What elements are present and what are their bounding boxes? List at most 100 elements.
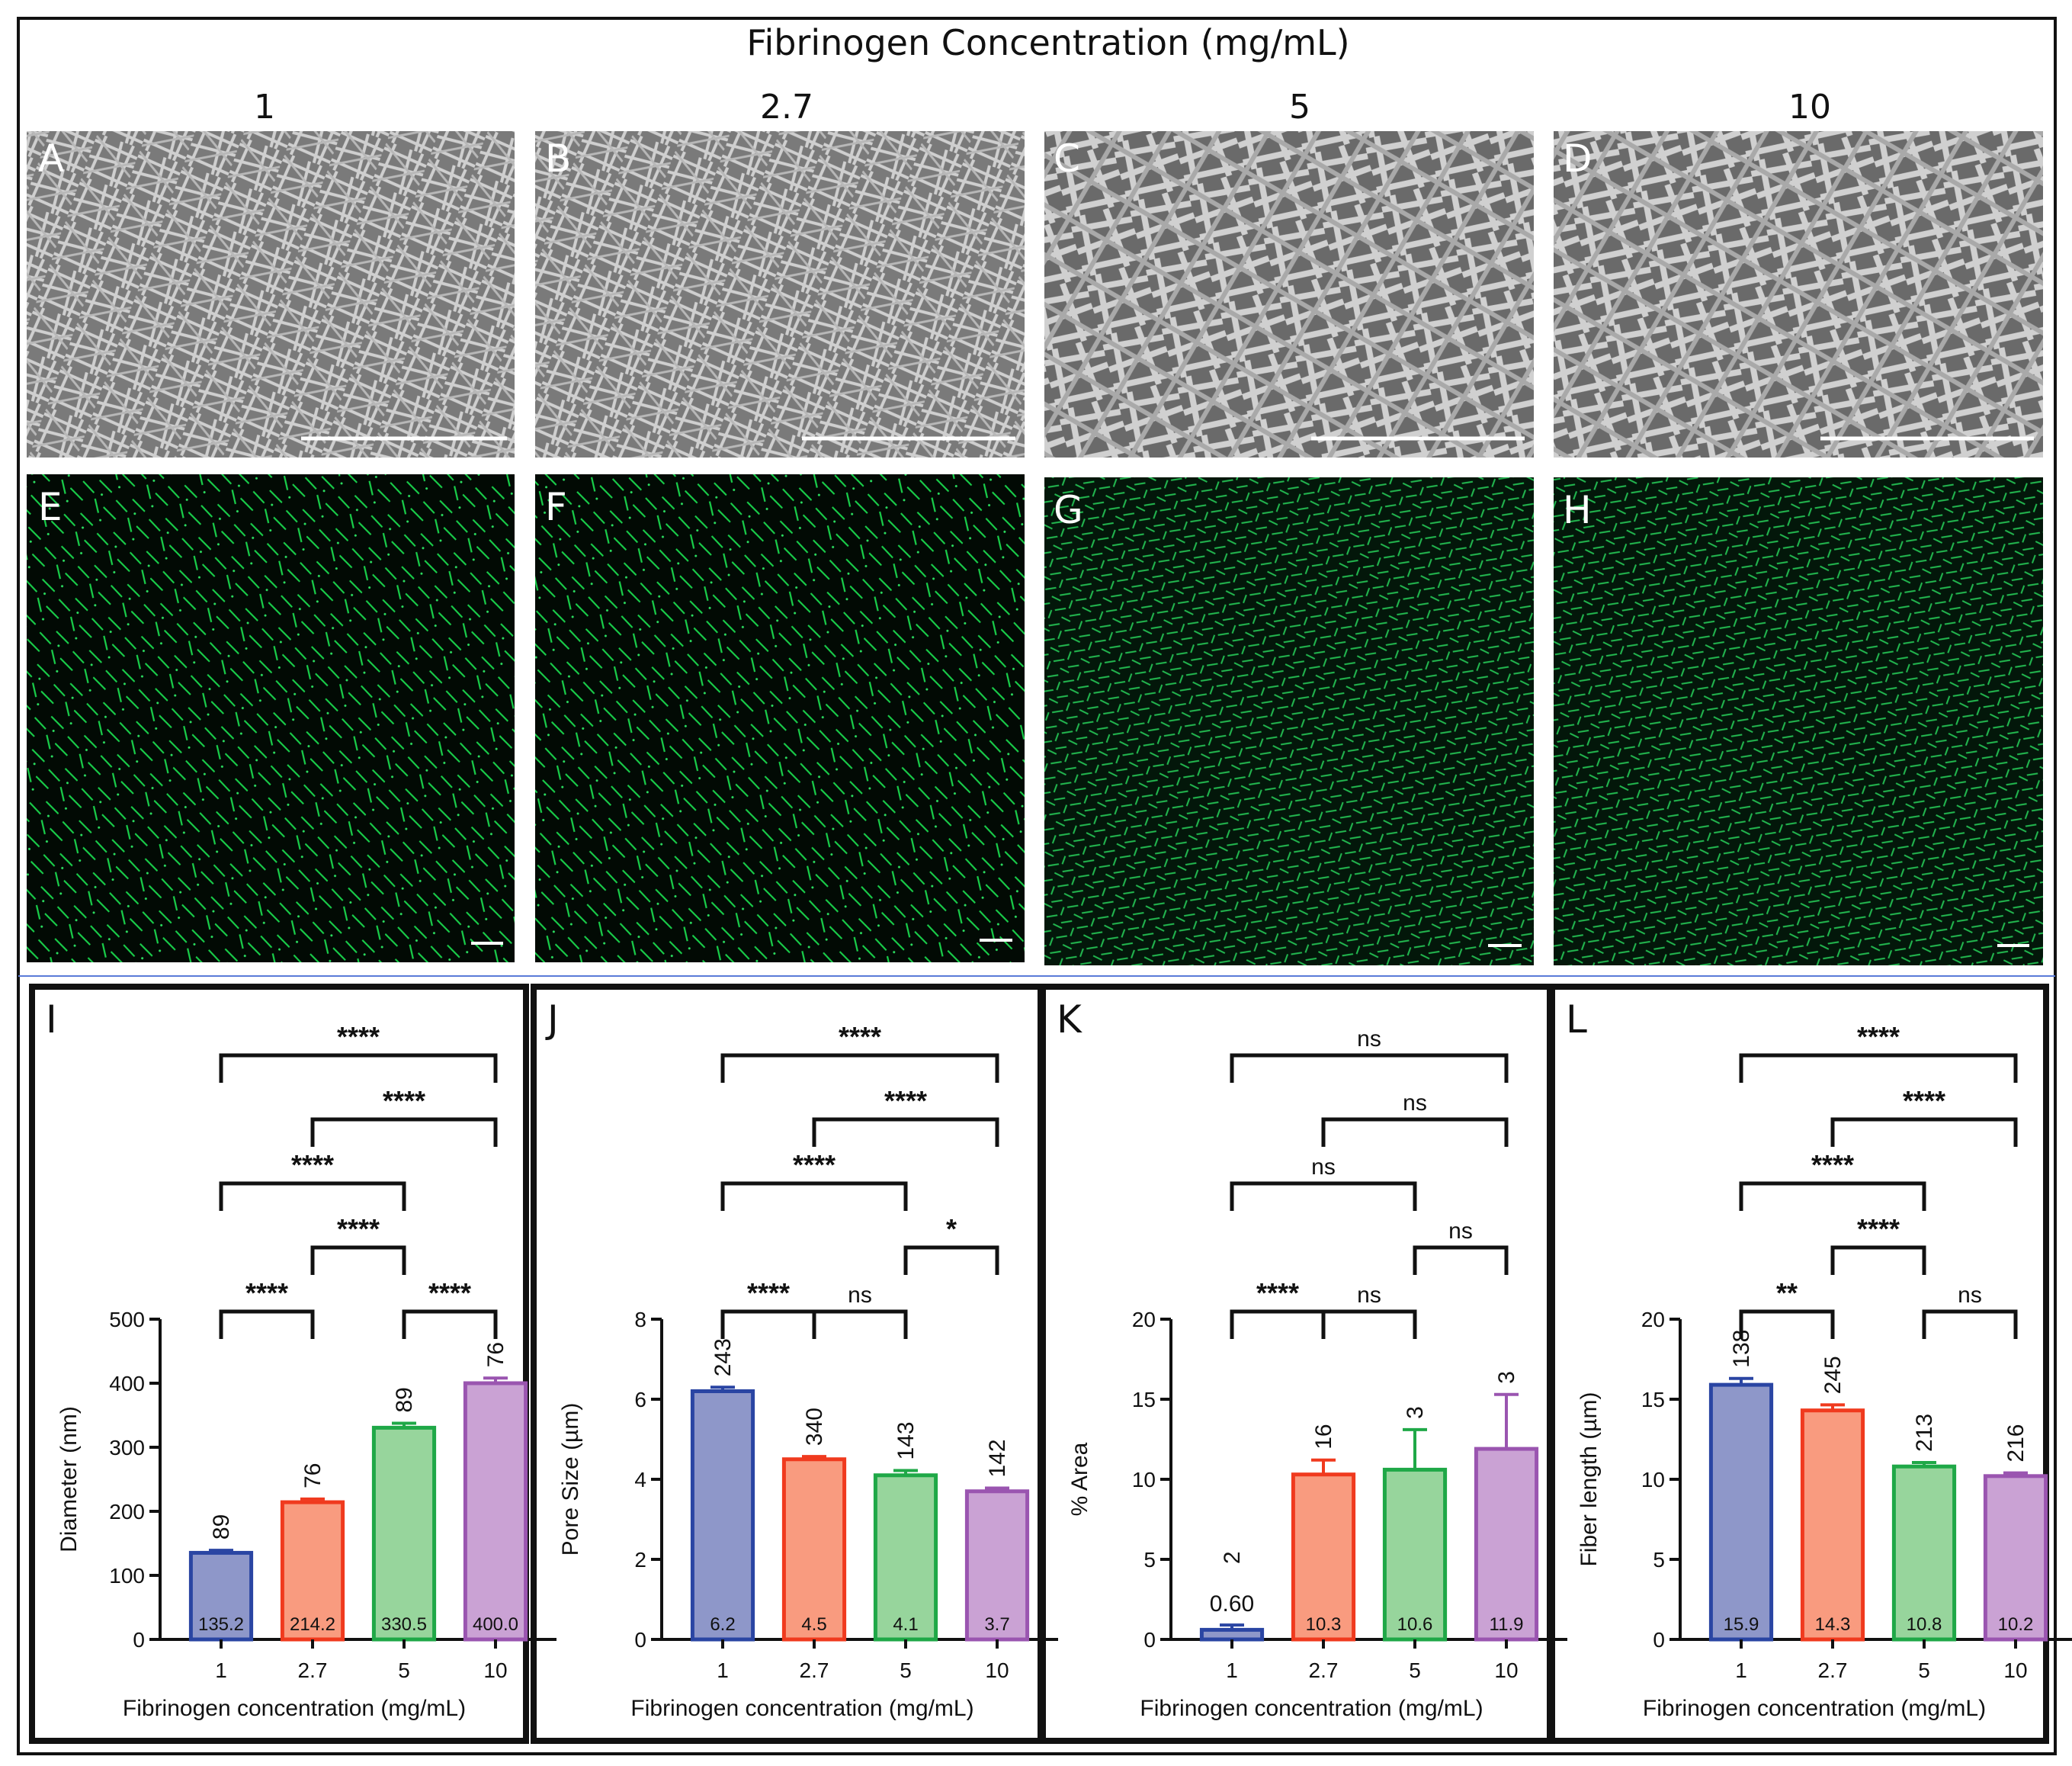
fluorescence-row: E F G H	[27, 474, 2043, 965]
sem-image-2	[535, 131, 1025, 458]
y-tick-label: 20	[1641, 1308, 1665, 1331]
bar-10	[463, 1381, 528, 1642]
sample-size-label: 143	[893, 1421, 919, 1459]
significance-bracket	[310, 1245, 406, 1275]
x-tick-label: 1	[215, 1658, 227, 1682]
significance-label: **	[1776, 1277, 1798, 1308]
sample-size-label: 213	[1912, 1414, 1937, 1452]
y-axis-label: % Area	[1067, 1442, 1092, 1516]
significance-label: ****	[337, 1021, 380, 1052]
x-tick-label: 2.7	[1309, 1658, 1339, 1682]
bar-value-label: 11.9	[1490, 1614, 1524, 1635]
significance-label: ****	[747, 1277, 790, 1308]
significance-bracket	[1739, 1309, 1835, 1339]
x-tick-label: 10	[2003, 1658, 2027, 1682]
sem-row: A B C D	[27, 131, 2043, 458]
x-tick-label: 1	[717, 1658, 729, 1682]
fluorescence-image-1	[27, 474, 515, 962]
sample-size-label: 2	[1220, 1551, 1245, 1564]
significance-label: ns	[1357, 1026, 1381, 1052]
significance-label: ****	[337, 1213, 380, 1244]
significance-label: ns	[1357, 1283, 1381, 1308]
y-tick-label: 10	[1641, 1468, 1665, 1491]
bar-2.7	[1800, 1408, 1865, 1642]
significance-label: ****	[793, 1149, 836, 1180]
y-tick-label: 500	[109, 1308, 145, 1331]
chart-panel-I: I 0 100 200 300 400 500 Diameter (nm) Fibrinogen…	[29, 984, 556, 1744]
bar-value-label: 0.60	[1210, 1591, 1254, 1617]
panel-letter-C: C	[1054, 136, 1080, 181]
x-axis-label: Fibrinogen concentration (mg/mL)	[1140, 1696, 1483, 1721]
x-tick-label: 10	[483, 1658, 507, 1682]
sample-size-label: 89	[392, 1387, 417, 1412]
panel-letter-G: G	[1054, 488, 1083, 532]
significance-bracket	[219, 1309, 315, 1339]
significance-bracket	[1413, 1245, 1509, 1275]
y-tick-label: 8	[634, 1308, 646, 1331]
x-tick-label: 2.7	[298, 1658, 328, 1682]
sample-size-label: 3	[1403, 1406, 1428, 1419]
significance-label: ns	[1958, 1283, 1982, 1308]
significance-label: ****	[884, 1085, 927, 1116]
sample-size-label: 16	[1311, 1424, 1336, 1449]
chart-frame	[1549, 984, 2049, 1744]
column-label-4: 10	[1788, 88, 1831, 127]
fluorescence-image-2	[535, 474, 1025, 962]
y-tick-label: 400	[109, 1372, 145, 1395]
bar-value-label: 3.7	[984, 1614, 1009, 1635]
bar-2.7	[781, 1457, 847, 1642]
significance-bracket	[1321, 1309, 1417, 1339]
bar-5	[1891, 1464, 1957, 1642]
significance-bracket	[1230, 1053, 1509, 1083]
significance-label: ****	[245, 1277, 288, 1308]
y-axis-label: Diameter (nm)	[56, 1406, 82, 1552]
y-tick-label: 0	[1653, 1628, 1665, 1652]
sample-size-label: 76	[483, 1342, 508, 1367]
panel-letter-E: E	[38, 485, 63, 529]
sem-image-4	[1554, 131, 2043, 458]
significance-bracket	[812, 1309, 908, 1339]
chart-panel-letter: K	[1057, 997, 1083, 1042]
bar-1	[1708, 1382, 1774, 1642]
fluorescence-image-3	[1044, 477, 1534, 965]
x-tick-label: 5	[398, 1658, 410, 1682]
y-tick-label: 15	[1132, 1388, 1156, 1411]
significance-bracket	[1739, 1053, 2018, 1083]
x-tick-label: 1	[1735, 1658, 1747, 1682]
figure-frame	[17, 17, 2057, 1755]
significance-label: ****	[1811, 1149, 1854, 1180]
panel-letter-D: D	[1563, 136, 1592, 181]
bar-value-label: 10.8	[1907, 1614, 1942, 1635]
significance-bracket	[1739, 1181, 1926, 1211]
x-tick-label: 5	[1409, 1658, 1421, 1682]
y-tick-label: 10	[1132, 1468, 1156, 1491]
sem-image-1	[27, 131, 515, 458]
significance-bracket	[1230, 1181, 1417, 1211]
sample-size-label: 340	[802, 1408, 827, 1446]
significance-bracket	[219, 1181, 406, 1211]
x-tick-label: 2.7	[800, 1658, 829, 1682]
y-tick-label: 4	[634, 1468, 646, 1491]
sample-size-label: 245	[1820, 1356, 1846, 1394]
significance-label: ****	[1903, 1085, 1945, 1116]
column-label-2: 2.7	[760, 88, 813, 127]
bar-value-label: 400.0	[473, 1614, 518, 1635]
significance-label: ****	[383, 1085, 425, 1116]
significance-label: ****	[291, 1149, 334, 1180]
y-axis-label: Fiber length (µm)	[1576, 1392, 1602, 1566]
bar-value-label: 330.5	[381, 1614, 427, 1635]
y-tick-label: 2	[634, 1548, 646, 1572]
x-tick-label: 5	[1918, 1658, 1930, 1682]
bar-1	[1199, 1627, 1265, 1642]
sample-size-label: 243	[710, 1338, 736, 1376]
y-tick-label: 0	[133, 1628, 145, 1652]
significance-label: ****	[839, 1021, 881, 1052]
significance-bracket	[1321, 1117, 1509, 1147]
bar-value-label: 4.1	[893, 1614, 918, 1635]
sample-size-label: 142	[985, 1439, 1010, 1477]
x-tick-label: 10	[1494, 1658, 1518, 1682]
figure-title: Fibrinogen Concentration (mg/mL)	[746, 22, 1349, 63]
bar-value-label: 14.3	[1815, 1614, 1851, 1635]
